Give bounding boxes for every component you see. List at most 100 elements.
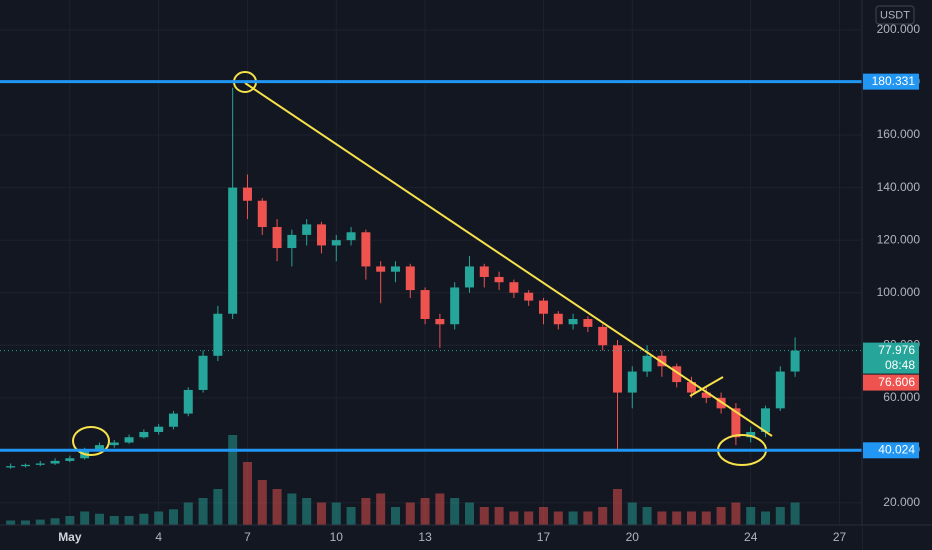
volume-bar <box>420 498 430 525</box>
candle-body <box>583 318 593 327</box>
y-tick-label: 120.000 <box>877 232 921 246</box>
x-tick-label: 4 <box>155 530 162 544</box>
candle-body <box>124 437 134 443</box>
candle-body <box>790 350 800 372</box>
candle-body <box>94 445 104 451</box>
candle-body <box>672 366 682 383</box>
volume-bar <box>35 519 45 525</box>
stroke-annotation <box>689 376 724 397</box>
volume-bar <box>583 511 593 525</box>
volume-bar <box>168 509 178 525</box>
volume-bar <box>524 511 534 525</box>
volume-bar <box>228 435 238 525</box>
candle-body <box>139 431 149 438</box>
volume-bar <box>479 507 489 525</box>
candle-body <box>464 266 474 288</box>
volume-bar <box>80 511 90 525</box>
volume-bar <box>65 516 75 525</box>
volume-bar <box>464 502 474 525</box>
x-tick-label: 17 <box>537 530 551 544</box>
price-tag <box>863 342 919 374</box>
candle-body <box>20 464 30 467</box>
candle-body <box>775 371 785 409</box>
x-tick-label: 7 <box>244 530 251 544</box>
volume-bar <box>272 489 282 525</box>
volume-bar <box>746 507 756 525</box>
volume-bar <box>538 507 548 525</box>
candle-body <box>435 318 445 325</box>
volume-bar <box>435 493 445 525</box>
y-tick-label: 140.000 <box>877 180 921 194</box>
candle-body <box>420 290 430 319</box>
candle-body <box>553 313 563 325</box>
candle-body <box>302 224 312 235</box>
candle-body <box>331 240 341 246</box>
candle-body <box>361 232 371 267</box>
volume-bar <box>686 511 696 525</box>
candle-body <box>50 460 60 464</box>
volume-bar <box>790 502 800 525</box>
volume-bar <box>183 502 193 525</box>
hline-layer <box>0 80 862 452</box>
candle-body <box>731 408 741 438</box>
volume-bar <box>731 502 741 525</box>
y-tick-label: 200.000 <box>877 22 921 36</box>
price-tag <box>863 73 919 90</box>
volume-bar <box>6 520 16 525</box>
y-tick-label: 20.000 <box>883 495 920 509</box>
volume-bar <box>361 498 371 525</box>
candle-body <box>598 326 608 346</box>
x-tick-label: 27 <box>833 530 847 544</box>
price-tag <box>863 374 919 391</box>
volume-bar <box>450 498 460 525</box>
y-tick-label: 60.000 <box>883 390 920 404</box>
candle-body <box>65 458 75 461</box>
volume-bar <box>331 502 341 525</box>
volume-bar <box>553 511 563 525</box>
candle-body <box>494 276 504 283</box>
volume-bar <box>760 511 770 525</box>
candle-body <box>568 318 578 325</box>
volume-bar <box>50 518 60 525</box>
x-tick-label: 20 <box>626 530 640 544</box>
volume-bar <box>316 502 326 525</box>
y-tick-label: 160.000 <box>877 127 921 141</box>
trend-line <box>244 82 773 437</box>
candle-body <box>450 287 460 325</box>
candle-body <box>183 389 193 414</box>
volume-bar <box>657 511 667 525</box>
circle-annotation <box>72 426 110 456</box>
candle-body <box>109 442 119 446</box>
candle-body <box>746 431 756 438</box>
countdown-label: 08:48 <box>885 358 915 372</box>
candle-body <box>168 413 178 427</box>
candle-body <box>524 292 534 301</box>
volume-bar <box>672 511 682 525</box>
volume-bar <box>642 507 652 525</box>
candle-body <box>642 355 652 372</box>
volume-bar <box>257 480 267 525</box>
x-tick-label: 24 <box>744 530 758 544</box>
volume-bar <box>154 511 164 525</box>
candle-body <box>686 382 696 393</box>
candle-body <box>479 266 489 277</box>
candle-body <box>272 227 282 249</box>
volume-bar <box>94 513 104 525</box>
volume-bar <box>124 516 134 525</box>
volume-bar <box>701 511 711 525</box>
candle-body <box>228 187 238 314</box>
volume-bar <box>612 489 622 525</box>
volume-bar <box>568 511 578 525</box>
candle-body <box>213 313 223 356</box>
x-tick-label: 13 <box>418 530 432 544</box>
volume-bar <box>405 502 415 525</box>
volume-bar <box>198 498 208 525</box>
candle-body <box>612 345 622 393</box>
marker-price-label: 76.606 <box>878 375 915 389</box>
volume-bar <box>213 489 223 525</box>
volume-bar <box>302 498 312 525</box>
candle-body <box>390 266 400 272</box>
candle-body <box>701 392 711 398</box>
candle-body <box>6 466 16 468</box>
